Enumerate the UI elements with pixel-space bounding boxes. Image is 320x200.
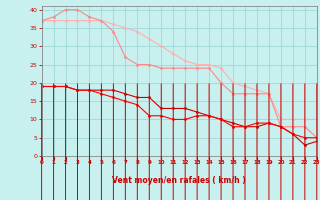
X-axis label: Vent moyen/en rafales ( km/h ): Vent moyen/en rafales ( km/h ) [112,176,246,185]
